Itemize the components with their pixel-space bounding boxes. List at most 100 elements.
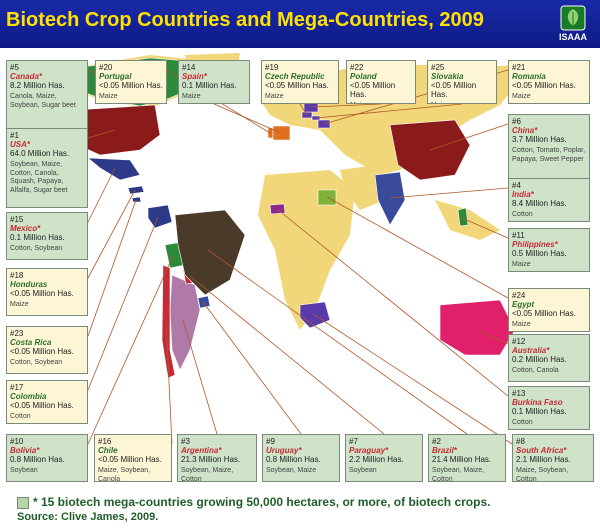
leader-line-china — [429, 123, 509, 151]
country-crops: Maize — [99, 93, 118, 100]
country-card-czech: #19 Czech Republic <0.05 Million Has. Maize — [261, 60, 339, 104]
isaaa-logo: ISAAA — [548, 4, 598, 46]
country-name: Canada* — [10, 72, 43, 81]
leader-line-india — [389, 187, 509, 199]
country-name: Mexico* — [10, 224, 41, 233]
country-crops: Maize — [182, 93, 201, 100]
country-card-argentina: #3 Argentina* 21.3 Million Has. Soybean, Ma… — [177, 434, 257, 482]
country-area: 2.2 Million Has. — [349, 455, 404, 464]
leader-line-colombia — [87, 216, 159, 391]
country-name: Poland — [350, 72, 377, 81]
country-name: Costa Rica — [10, 338, 52, 347]
country-name: India* — [512, 190, 534, 199]
leader-line-costarica — [87, 199, 137, 337]
country-card-egypt: #24 Egypt <0.05 Million Has. Maize — [508, 288, 590, 332]
country-card-romania: #21 Romania <0.05 Million Has. Maize — [508, 60, 590, 104]
country-name: Philippines* — [512, 240, 558, 249]
country-card-brazil: #2 Brazil* 21.4 Million Has. Soybean, Maize… — [428, 434, 506, 482]
legend-text: * 15 biotech mega-countries growing 50,0… — [33, 495, 491, 509]
country-card-philippines: #11 Philippines* 0.5 Million Has. Maize — [508, 228, 590, 272]
country-shape-colombia — [147, 204, 173, 229]
country-area: 0.2 Million Has. — [512, 355, 567, 364]
middle-east-land — [340, 165, 385, 210]
leader-line-australia — [477, 329, 509, 345]
country-card-southafrica: #8 South Africa* 2.1 Million Has. Maize, So… — [512, 434, 594, 482]
leaf-icon — [560, 5, 586, 31]
country-crops: Soybean — [10, 467, 38, 474]
country-name: Honduras — [10, 280, 48, 289]
leader-line-bolivia — [87, 255, 174, 445]
leader-line-spain — [213, 103, 282, 134]
country-crops: Cotton, Canola — [512, 367, 559, 374]
leader-line-burkina — [276, 208, 509, 397]
leader-line-uruguay — [202, 301, 302, 435]
leader-line-argentina — [182, 319, 218, 435]
country-area: 0.8 Million Has. — [10, 455, 65, 464]
country-card-chile: #16 Chile <0.05 Million Has. Maize, Soybean… — [94, 434, 172, 482]
country-card-paraguay: #7 Paraguay* 2.2 Million Has. Soybean — [345, 434, 423, 482]
country-card-costarica: #23 Costa Rica <0.05 Million Has. Cotton, S… — [6, 326, 88, 374]
country-rank: #13 — [512, 389, 526, 398]
country-rank: #24 — [512, 291, 526, 300]
country-area: 3.7 Million Has. — [512, 135, 567, 144]
country-crops: Maize — [512, 261, 531, 268]
leader-line-philippines — [461, 217, 509, 239]
country-area: 64.0 Million Has. — [10, 149, 70, 158]
country-rank: #12 — [512, 337, 526, 346]
country-rank: #5 — [10, 63, 19, 72]
country-area: 0.1 Million Has. — [10, 233, 65, 242]
country-crops: Maize — [512, 321, 531, 328]
country-rank: #23 — [10, 329, 24, 338]
country-card-honduras: #18 Honduras <0.05 Million Has. Maize — [6, 268, 88, 316]
country-crops: Cotton, Tomato, Poplar, Papaya, Sweet Pe… — [512, 147, 586, 163]
country-area: <0.05 Million Has. — [98, 455, 162, 464]
country-crops: Maize — [265, 93, 284, 100]
country-rank: #8 — [516, 437, 525, 446]
leader-line-brazil — [207, 249, 468, 435]
country-area: <0.05 Million Has. — [350, 81, 396, 99]
country-rank: #14 — [182, 63, 196, 72]
country-card-spain: #14 Spain* 0.1 Million Has. Maize — [178, 60, 250, 104]
leader-line-southafrica — [312, 313, 513, 445]
country-area: 8.4 Million Has. — [512, 199, 567, 208]
country-name: China* — [512, 126, 538, 135]
leader-line-mexico — [87, 167, 116, 223]
country-name: Australia* — [512, 346, 550, 355]
leader-line-egypt — [326, 196, 509, 299]
country-name: Bolivia* — [10, 446, 40, 455]
leader-lines-layer — [87, 69, 513, 445]
country-rank: #3 — [181, 437, 190, 446]
country-crops: Soybean, Maize, Cotton, Canola, Squash, … — [10, 161, 68, 194]
leader-line-usa — [87, 129, 116, 139]
country-shape-egypt — [317, 189, 337, 206]
leader-line-chile — [165, 319, 173, 445]
country-area: 2.1 Million Has. — [516, 455, 571, 464]
country-shape-spain — [272, 125, 291, 141]
country-crops: Soybean, Maize — [266, 467, 317, 474]
country-rank: #25 — [431, 63, 445, 72]
country-name: Romania — [512, 72, 546, 81]
country-area: <0.05 Million Has. — [512, 81, 576, 90]
country-area: <0.05 Million Has. — [431, 81, 477, 99]
country-area: <0.05 Million Has. — [265, 81, 329, 90]
country-area: 0.1 Million Has. — [512, 407, 567, 416]
country-name: Czech Republic — [265, 72, 325, 81]
country-card-uruguay: #9 Uruguay* 0.8 Million Has. Soybean, Maize — [262, 434, 340, 482]
legend-swatch — [17, 496, 29, 509]
country-rank: #10 — [10, 437, 24, 446]
country-name: USA* — [10, 140, 31, 149]
country-name: South Africa* — [516, 446, 567, 455]
country-area: 0.8 Million Has. — [266, 455, 321, 464]
country-card-mexico: #15 Mexico* 0.1 Million Has. Cotton, Soybea… — [6, 212, 88, 260]
country-crops: Soybean, Maize, Cotton — [181, 467, 234, 482]
country-shape-costarica — [131, 196, 142, 203]
country-shape-philippines — [457, 207, 469, 227]
country-area: 21.3 Million Has. — [181, 455, 241, 464]
country-area: 0.5 Million Has. — [512, 249, 567, 258]
country-shape-uruguay — [197, 295, 211, 309]
country-shape-argentina — [169, 274, 201, 371]
country-crops: Cotton — [10, 413, 31, 420]
country-name: Slovakia — [431, 72, 464, 81]
logo-text: ISAAA — [558, 32, 587, 42]
